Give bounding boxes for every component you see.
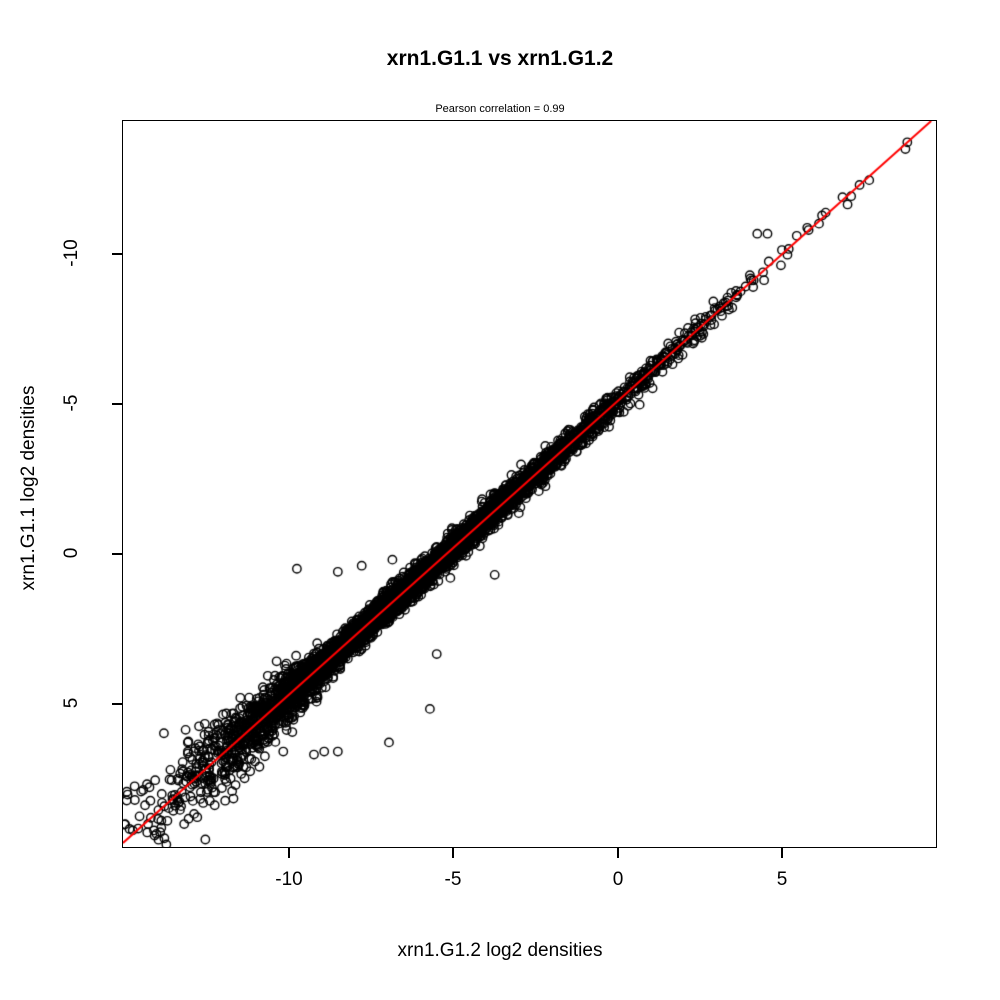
x-axis-label: xrn1.G1.2 log2 densities <box>397 940 603 961</box>
x-tick-label: -10 <box>275 869 303 890</box>
x-tick-label: 5 <box>776 869 788 890</box>
y-tick-mark <box>112 253 122 255</box>
x-tick-mark <box>781 848 783 858</box>
y-tick-label: 0 <box>61 547 82 559</box>
scatter-plot-canvas <box>123 121 936 847</box>
y-tick-mark <box>112 553 122 555</box>
y-tick-mark <box>112 403 122 405</box>
plot-area <box>122 120 937 848</box>
page-title: xrn1.G1.1 vs xrn1.G1.2 <box>386 47 614 70</box>
y-tick-label: -10 <box>61 239 82 267</box>
x-tick-mark <box>288 848 290 858</box>
x-tick-label: 0 <box>612 869 624 890</box>
chart-subtitle: Pearson correlation = 0.99 <box>435 103 565 115</box>
y-tick-mark <box>112 703 122 705</box>
x-tick-mark <box>617 848 619 858</box>
y-tick-label: -5 <box>61 394 82 412</box>
x-tick-mark <box>452 848 454 858</box>
y-axis-label: xrn1.G1.1 log2 densities <box>18 385 39 591</box>
y-tick-label: 5 <box>61 697 82 709</box>
x-tick-label: -5 <box>444 869 462 890</box>
